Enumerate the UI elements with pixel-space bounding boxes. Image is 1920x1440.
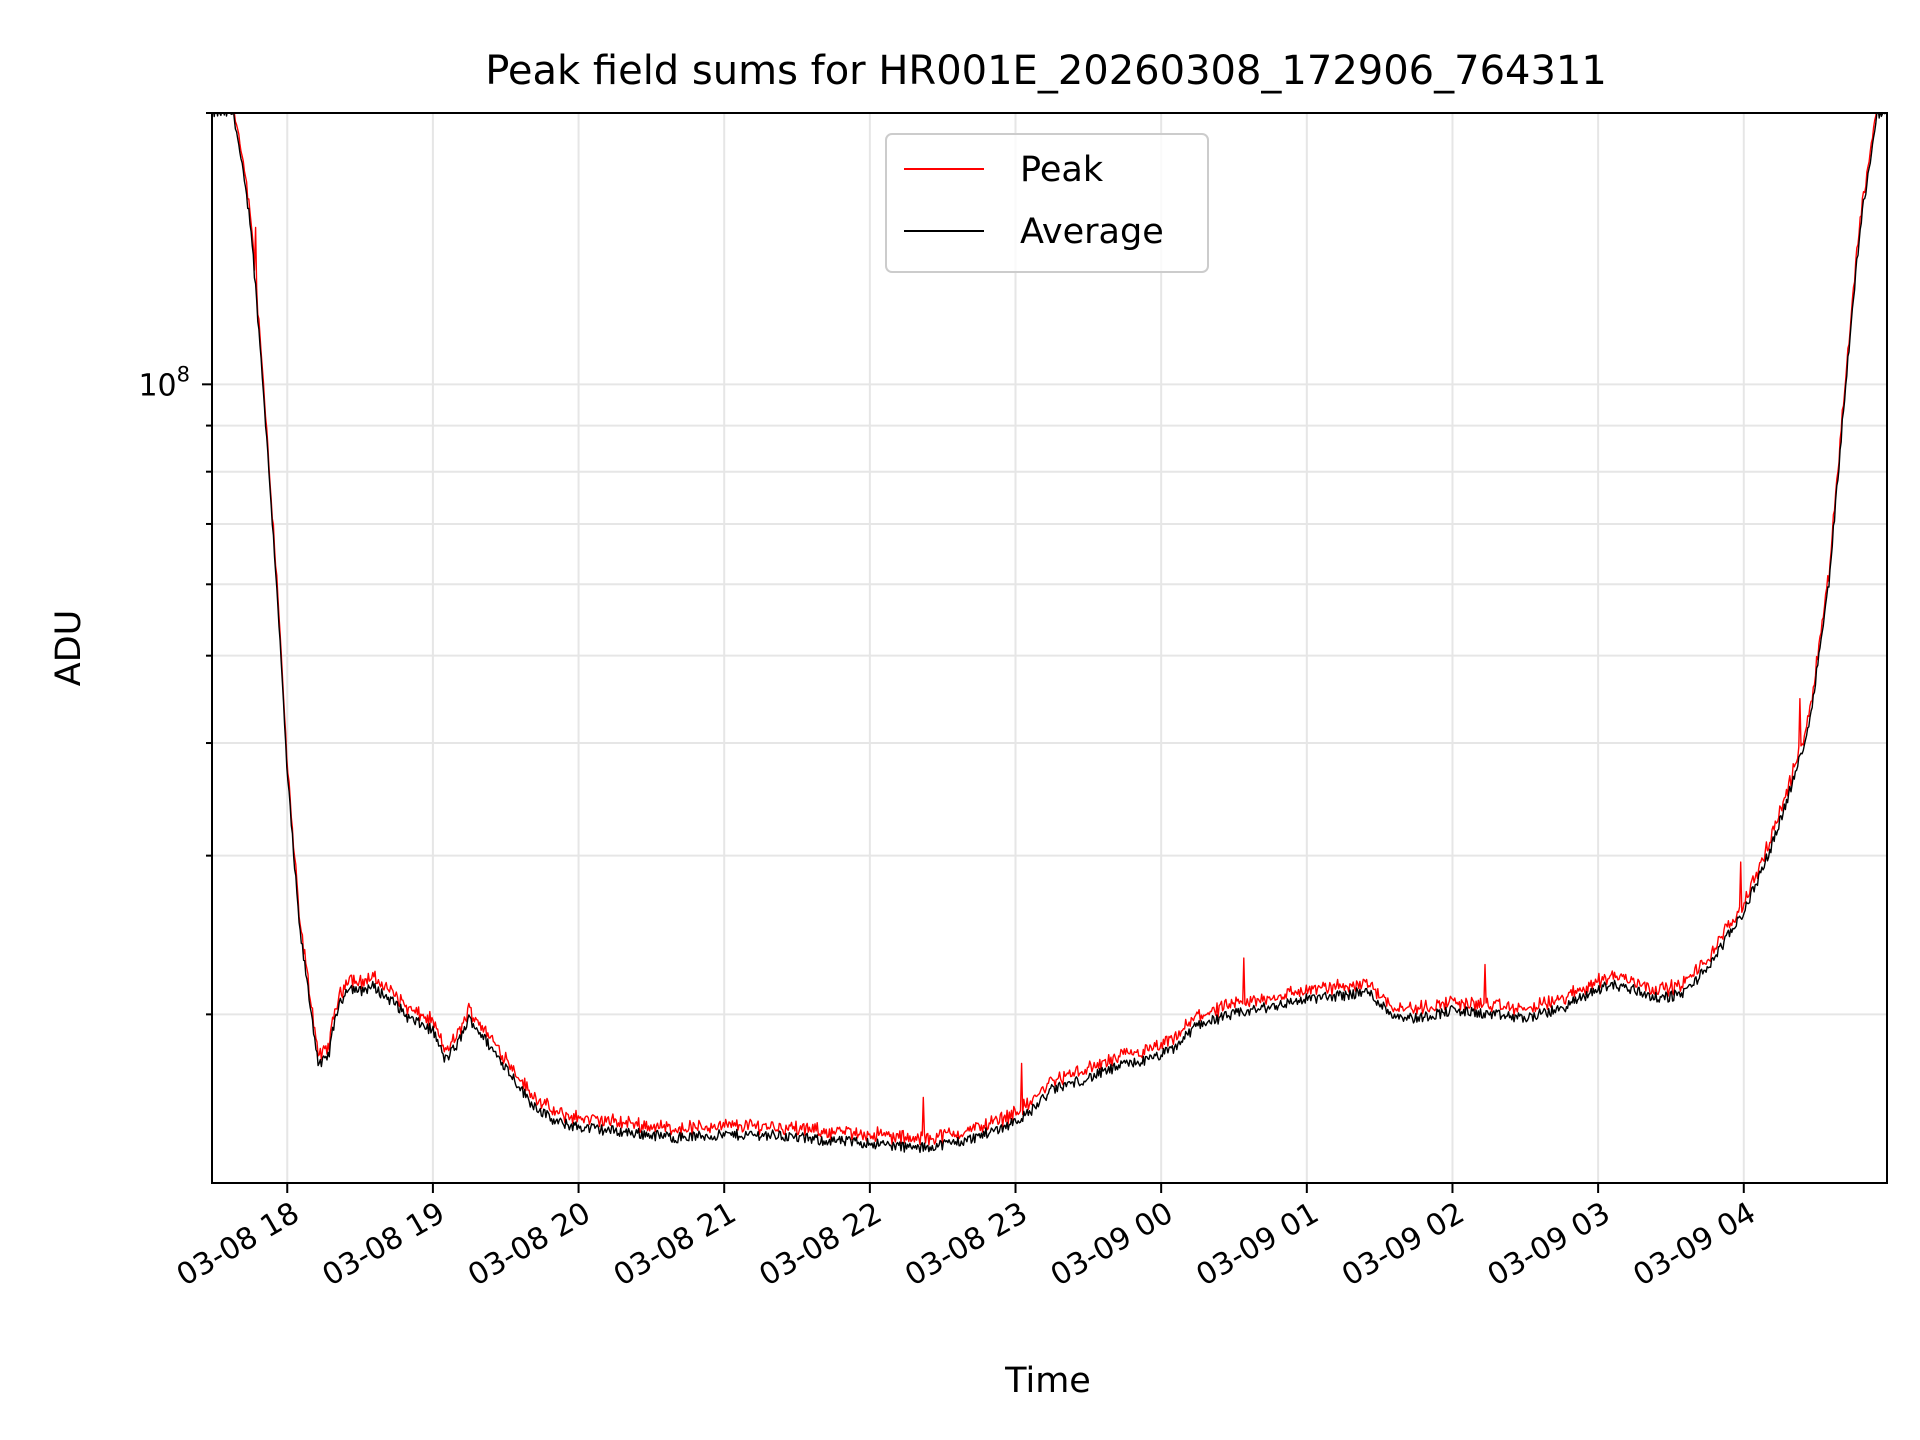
x-tick-label: 03-08 20 [462,1196,596,1294]
y-axis-ticks: 108 [138,112,212,1016]
y-axis-label: ADU [49,610,89,687]
x-tick-label: 03-08 21 [608,1196,742,1294]
grid-lines [212,112,1887,1183]
x-axis-ticks: 03-08 18 03-08 19 03-08 20 03-08 21 03-08 22… [171,1183,1762,1293]
series-lines [213,113,1886,1154]
x-tick-label: 03-08 18 [171,1196,305,1294]
legend: Peak Average [885,133,1209,273]
legend-entry-peak: Peak [1020,150,1104,190]
x-tick-label: 03-08 22 [754,1196,888,1294]
series-line-peak [233,113,1877,1146]
legend-entry-average: Average [1020,212,1164,252]
plot-frame [211,112,1888,1184]
y-tick-label: 108 [138,362,190,403]
x-tick-label: 03-09 00 [1045,1196,1179,1294]
x-tick-label: 03-08 23 [899,1196,1033,1294]
x-tick-label: 03-09 03 [1482,1196,1616,1294]
x-tick-label: 03-08 19 [317,1196,451,1294]
x-axis-label: Time [1004,1361,1091,1401]
chart-title: Peak field sums for HR001E_20260308_1729… [485,48,1607,94]
x-tick-label: 03-09 02 [1336,1196,1470,1294]
x-tick-label: 03-09 01 [1191,1196,1325,1294]
series-line-average [213,113,1886,1154]
x-tick-label: 03-09 04 [1627,1196,1761,1294]
